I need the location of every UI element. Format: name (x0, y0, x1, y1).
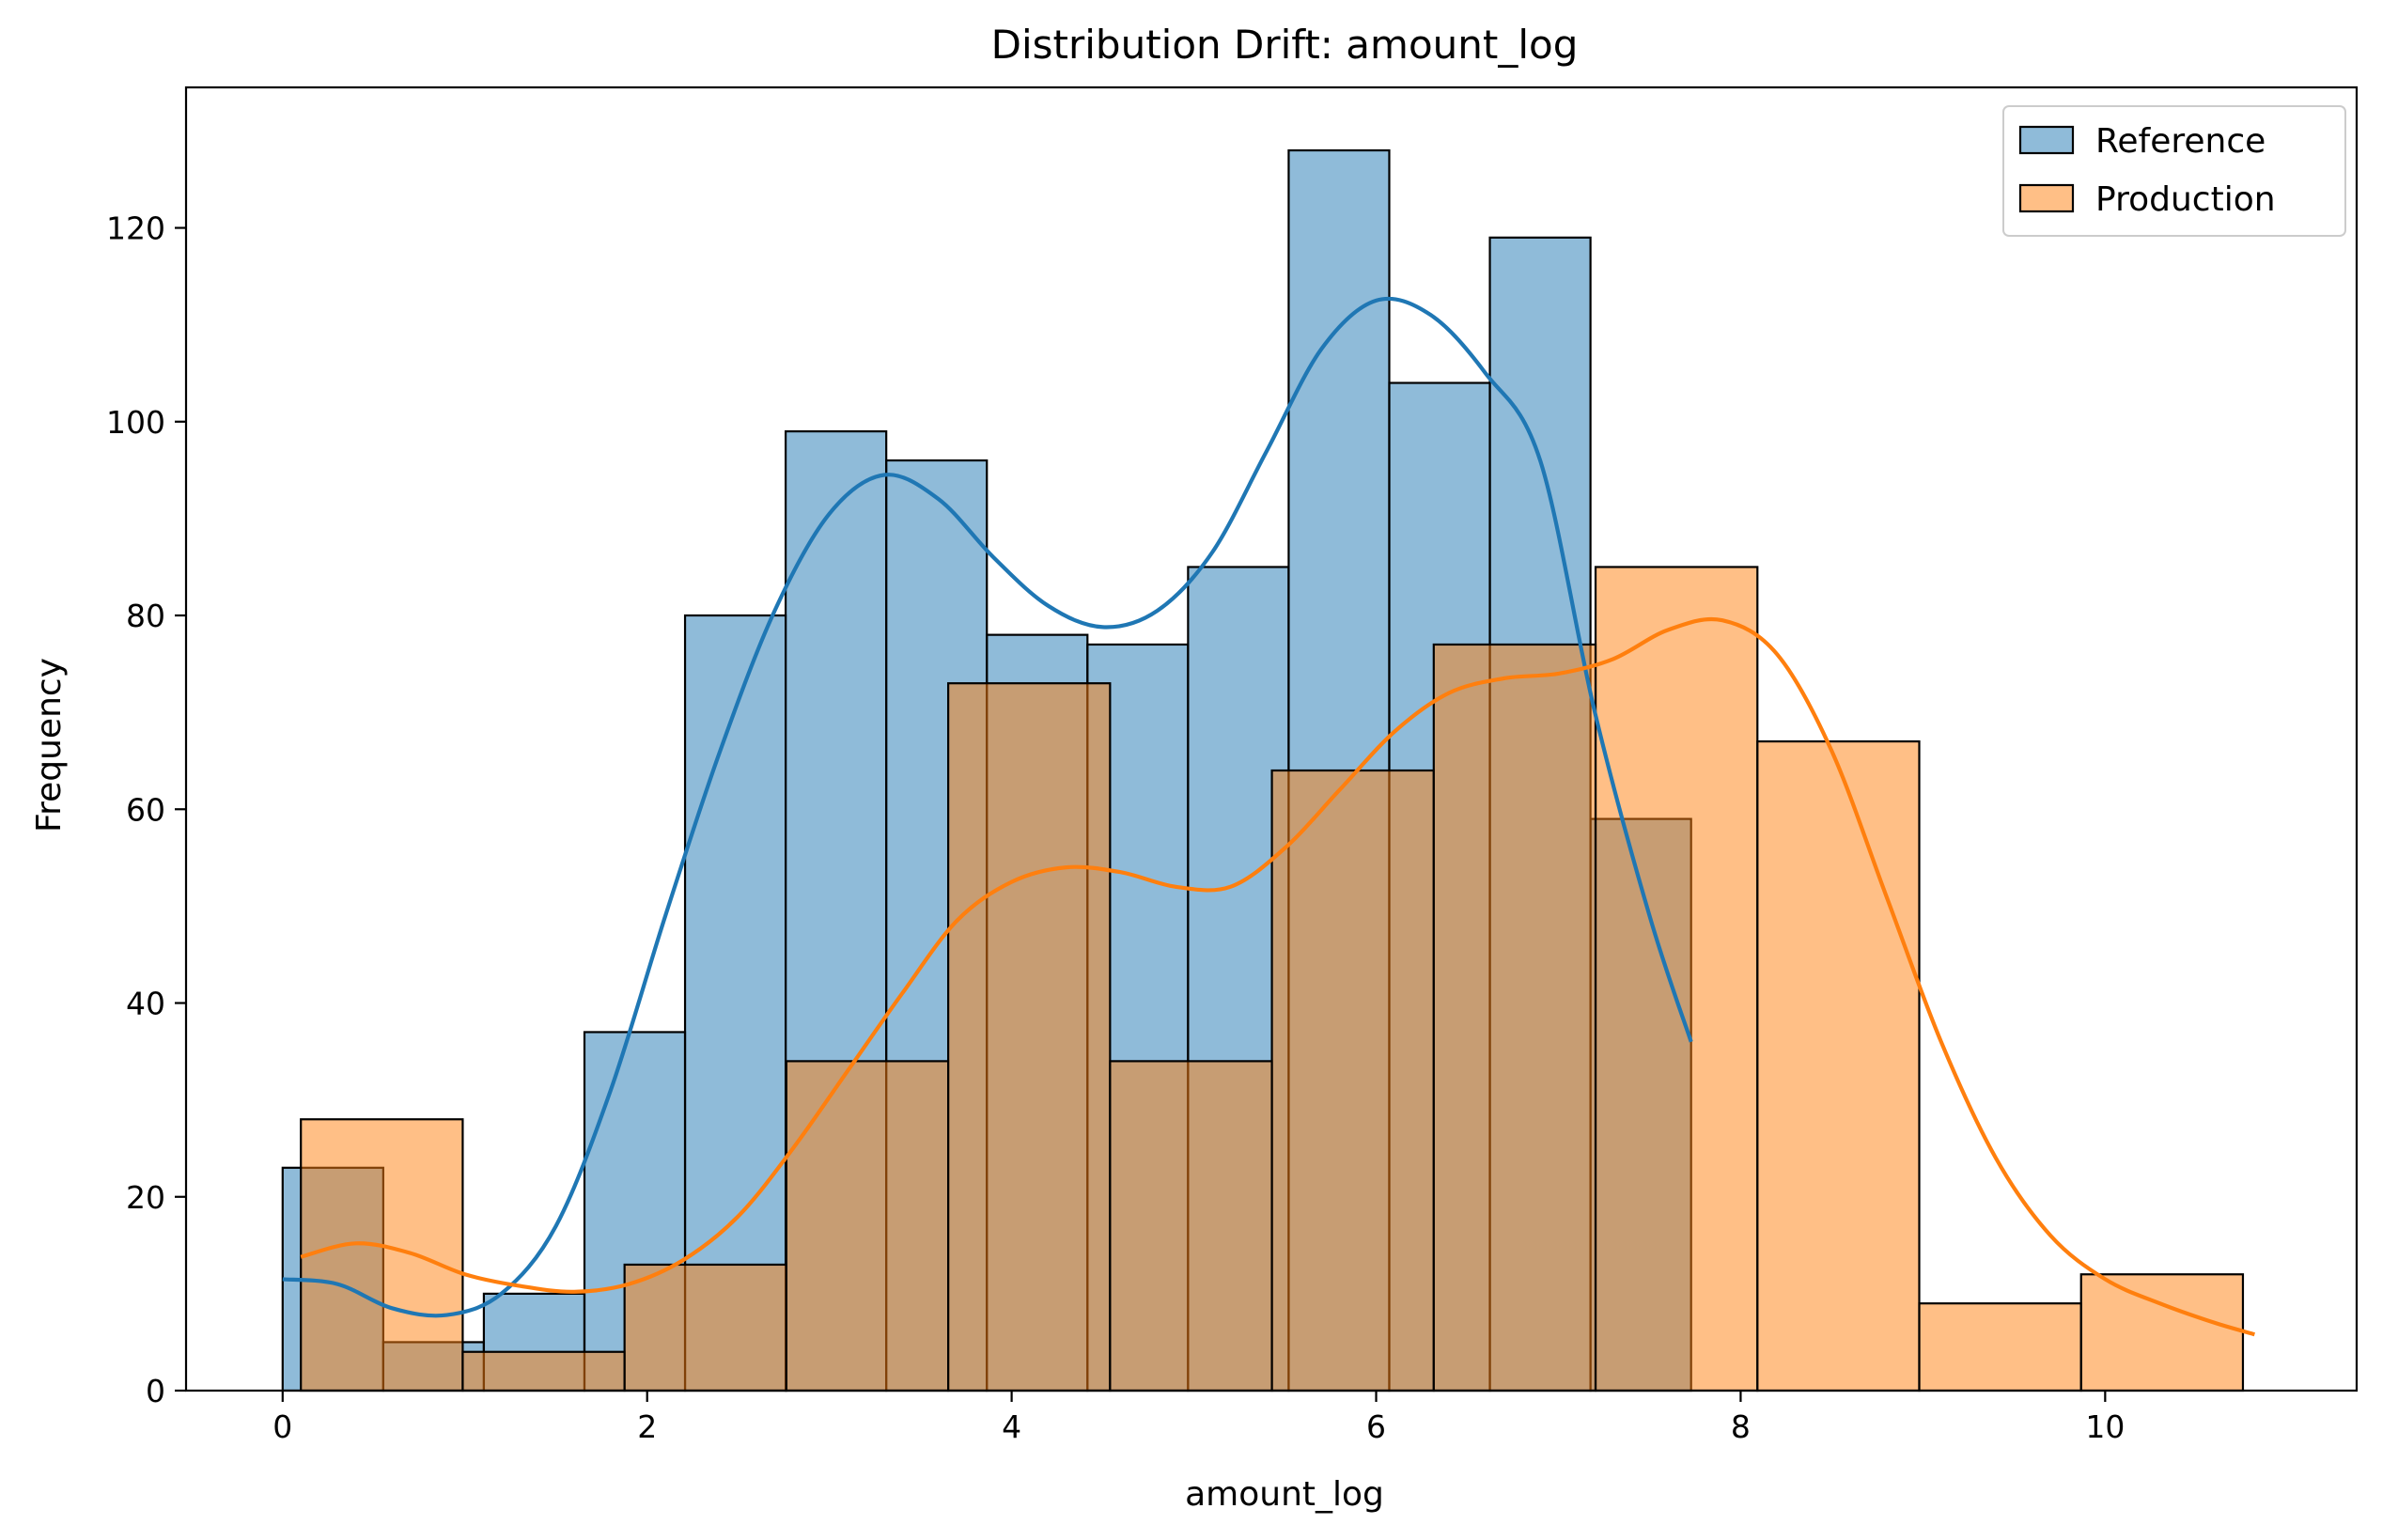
bar-production (461, 1350, 626, 1392)
bar-production (1109, 1060, 1273, 1392)
bar-production (1918, 1302, 2082, 1392)
y-tick-label: 100 (106, 404, 165, 441)
plot-area (184, 86, 2359, 1392)
x-tick-label: 4 (1002, 1408, 1021, 1445)
bar-production (947, 682, 1112, 1392)
y-tick-label: 40 (126, 986, 165, 1022)
bar-production (623, 1263, 787, 1392)
bar-production (1270, 769, 1435, 1392)
x-axis: 0 2 4 6 8 10 (272, 1391, 2125, 1445)
bar-production (1432, 643, 1597, 1392)
bar-production (1594, 566, 1759, 1392)
y-tick-label: 80 (126, 598, 165, 634)
y-axis: 0 20 40 60 80 100 120 (106, 210, 186, 1409)
legend-label-reference: Reference (2095, 122, 2266, 161)
axes-frame (184, 86, 2359, 1392)
legend-swatch-reference (2018, 125, 2075, 155)
y-tick-label: 0 (146, 1373, 165, 1409)
legend-swatch-production (2018, 183, 2075, 213)
x-tick-label: 2 (637, 1408, 657, 1445)
y-axis-label: Frequency (30, 658, 69, 832)
legend-box (2002, 105, 2346, 237)
bar-production (785, 1060, 950, 1392)
chart-title: Distribution Drift: amount_log (991, 22, 1579, 68)
kde-line-production (300, 616, 2255, 1337)
y-tick-label: 120 (106, 210, 165, 247)
y-tick-label: 20 (126, 1179, 165, 1216)
y-tick-label: 60 (126, 791, 165, 828)
kde-line-reference (282, 296, 1693, 1318)
bar-production (2079, 1273, 2245, 1392)
x-tick-label: 10 (2085, 1408, 2125, 1445)
x-axis-label: amount_log (1185, 1475, 1384, 1514)
series-production-bars (300, 566, 2245, 1392)
legend-label-production: Production (2095, 180, 2276, 219)
x-tick-label: 0 (272, 1408, 292, 1445)
bar-production (1756, 739, 1921, 1392)
x-tick-label: 6 (1366, 1408, 1386, 1445)
legend: Reference Production (2002, 105, 2346, 237)
bar-production (300, 1118, 464, 1392)
x-tick-label: 8 (1731, 1408, 1751, 1445)
